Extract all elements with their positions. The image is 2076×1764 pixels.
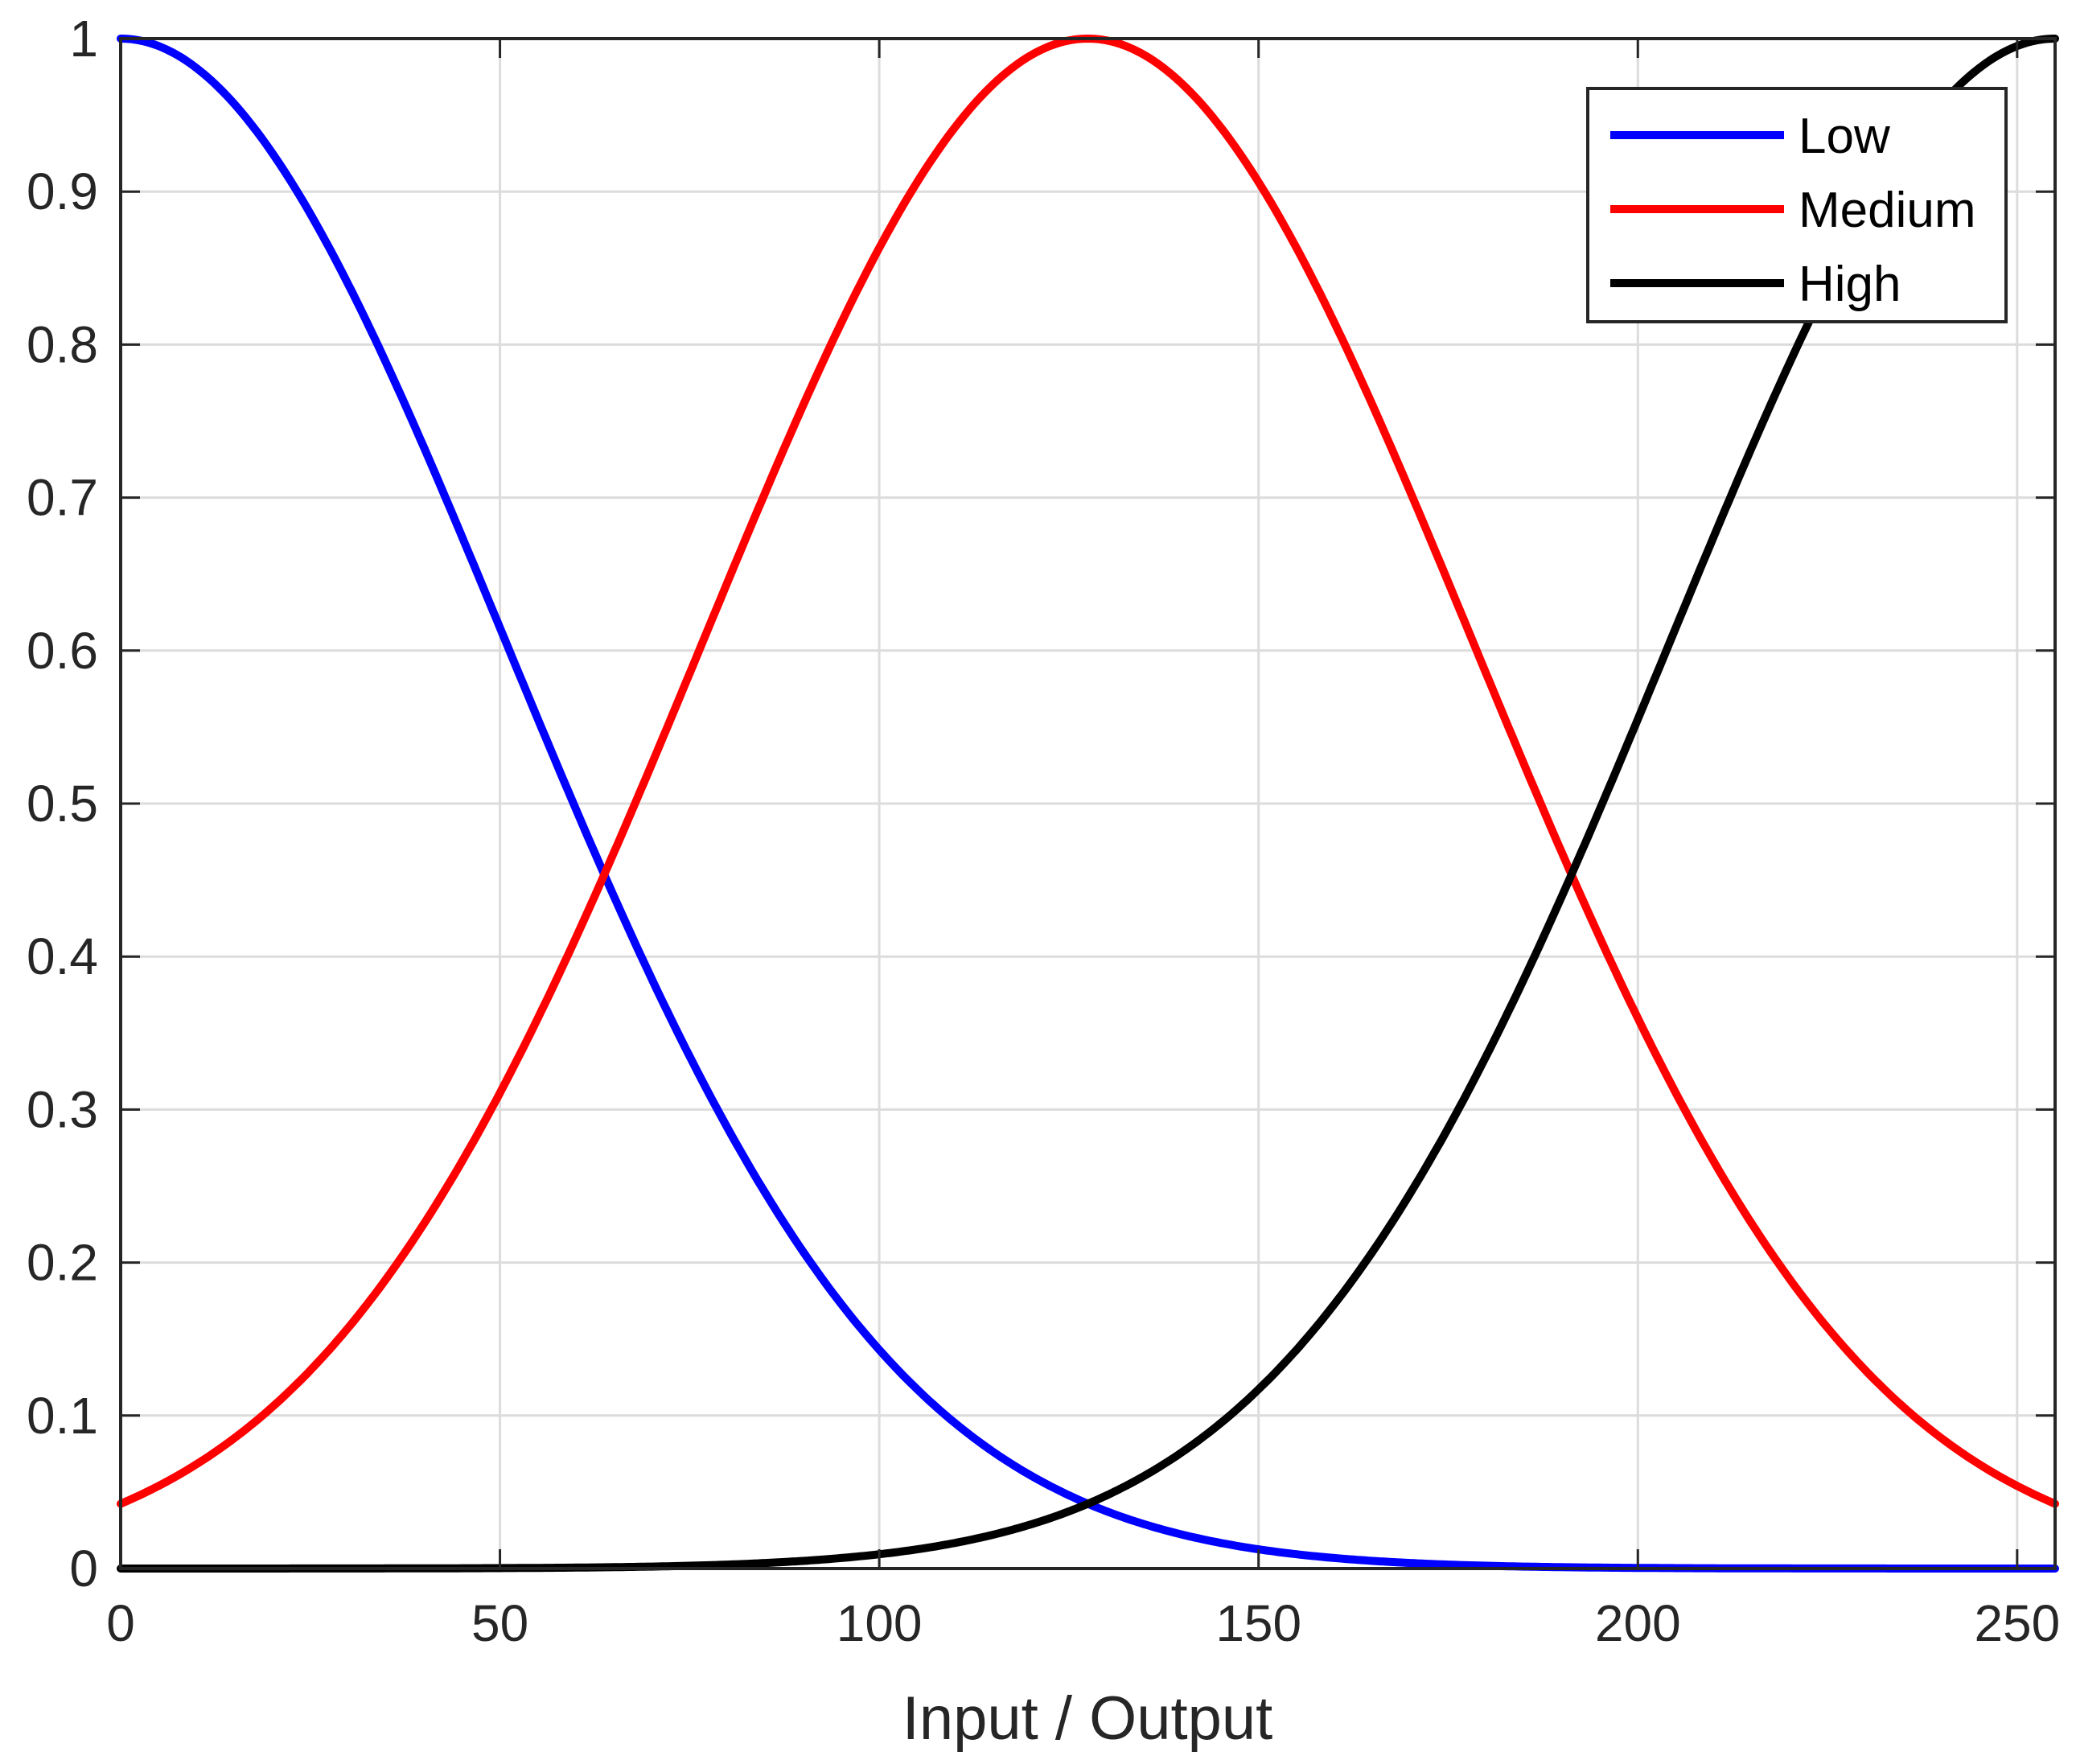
x-axis-label: Input / Output (902, 1684, 1273, 1753)
legend-label-low: Low (1799, 109, 1890, 164)
y-tick-label: 0.2 (27, 1234, 98, 1292)
legend-label-high: High (1799, 257, 1901, 312)
y-tick-label: 0.4 (27, 927, 98, 985)
x-tick-labels: 0 50 100 150 200 250 (106, 1594, 2060, 1652)
y-tick-label: 0.1 (27, 1387, 98, 1445)
x-tick-label: 200 (1595, 1594, 1681, 1652)
x-tick-label: 100 (837, 1594, 923, 1652)
y-tick-label: 0.6 (27, 622, 98, 680)
y-tick-label: 0.9 (27, 162, 98, 220)
y-tick-label: 1 (69, 10, 98, 68)
x-tick-label: 250 (1974, 1594, 2060, 1652)
x-tick-label: 150 (1215, 1594, 1301, 1652)
y-tick-labels: 0 0.1 0.2 0.3 0.4 0.5 0.6 0.7 0.8 0.9 1 (27, 10, 98, 1597)
legend-label-medium: Medium (1799, 183, 1976, 238)
y-tick-label: 0.7 (27, 469, 98, 527)
y-tick-label: 0.8 (27, 315, 98, 373)
y-tick-label: 0.3 (27, 1080, 98, 1138)
y-tick-label: 0 (69, 1540, 98, 1597)
y-tick-label: 0.5 (27, 775, 98, 833)
x-tick-label: 0 (106, 1594, 135, 1652)
legend: Low Medium High (1586, 87, 2008, 323)
x-tick-label: 50 (471, 1594, 528, 1652)
tick-marks (119, 37, 2055, 1570)
